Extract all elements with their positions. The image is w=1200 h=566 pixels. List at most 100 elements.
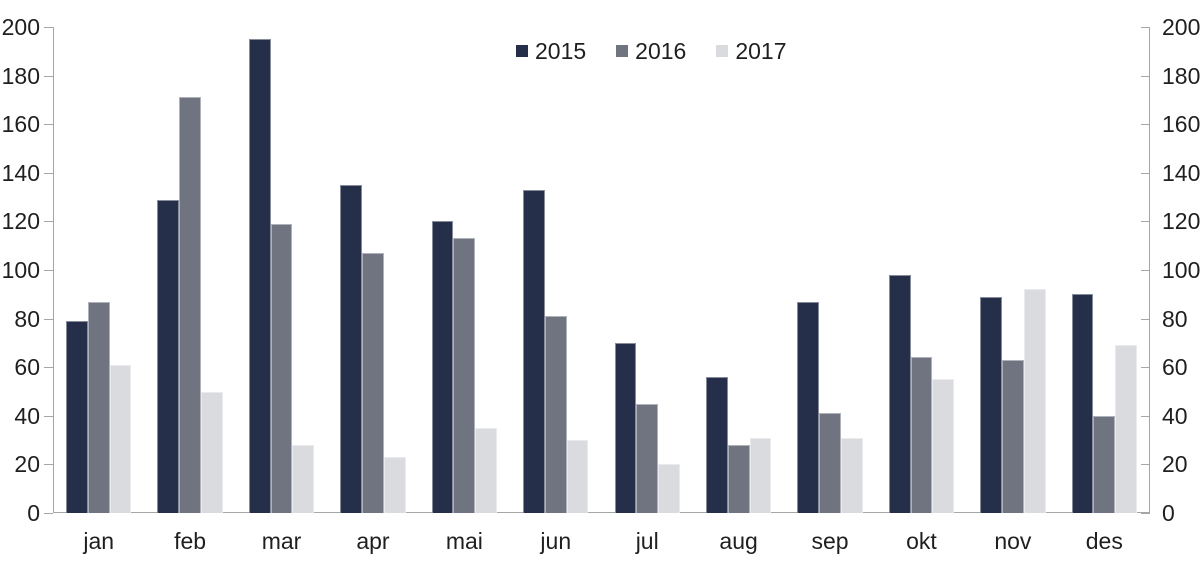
legend-swatch-icon xyxy=(716,45,729,57)
x-axis-label-aug: aug xyxy=(719,528,758,554)
bar-2015-mar xyxy=(248,39,271,513)
y-axis-right-label-160: 160 xyxy=(1162,111,1200,138)
y-axis-left-label-200: 200 xyxy=(1,14,40,40)
bar-2017-jul xyxy=(658,464,680,513)
bar-2015-nov xyxy=(980,296,1002,513)
bar-2017-nov xyxy=(1023,289,1046,513)
bar-2017-feb xyxy=(201,391,223,513)
chart-legend: 2015 2016 2017 xyxy=(516,39,787,63)
bar-2016-aug xyxy=(727,444,750,513)
bar-2015-sep xyxy=(797,301,820,513)
y-axis-right-tick xyxy=(1141,415,1150,417)
legend-swatch-icon xyxy=(616,45,629,57)
bar-2016-des xyxy=(1093,415,1116,513)
bar-2017-jun xyxy=(566,440,589,513)
y-axis-left-tick xyxy=(44,415,53,417)
y-axis-left-tick xyxy=(44,464,53,466)
y-axis-right-label-100: 100 xyxy=(1162,257,1200,283)
y-axis-right-label-80: 80 xyxy=(1162,305,1188,332)
y-axis-left-label-40: 40 xyxy=(14,402,40,429)
bar-2016-apr xyxy=(362,252,384,513)
legend-label: 2017 xyxy=(735,38,787,64)
y-axis-right-label-120: 120 xyxy=(1162,208,1200,235)
bar-2015-feb xyxy=(157,199,180,513)
bar-2016-mai xyxy=(453,238,476,513)
bar-2015-jun xyxy=(523,189,545,513)
y-axis-right-label-20: 20 xyxy=(1162,451,1188,478)
y-axis-left-label-20: 20 xyxy=(14,451,40,478)
x-axis-label-apr: apr xyxy=(356,528,390,554)
bar-2016-feb xyxy=(179,97,202,513)
x-axis-label-jul: jul xyxy=(635,528,659,554)
y-axis-left-tick xyxy=(44,318,53,320)
y-axis-left-label-140: 140 xyxy=(1,159,40,186)
bar-2016-jun xyxy=(544,316,567,513)
y-axis-right-label-0: 0 xyxy=(1162,500,1175,526)
y-axis-right-tick xyxy=(1141,75,1150,77)
x-axis-label-jun: jun xyxy=(540,528,572,554)
bar-2017-apr xyxy=(383,457,406,513)
y-axis-right-tick xyxy=(1141,27,1150,28)
bar-2015-apr xyxy=(340,184,363,513)
y-axis-right-label-40: 40 xyxy=(1162,402,1188,429)
legend-item-2016: 2016 xyxy=(616,39,686,63)
y-axis-left-label-180: 180 xyxy=(1,62,40,89)
y-axis-left-tick xyxy=(44,270,53,271)
bar-2015-des xyxy=(1071,294,1094,513)
y-axis-left-tick xyxy=(44,513,53,514)
y-axis-left-tick xyxy=(44,172,53,174)
bar-2017-des xyxy=(1115,345,1137,513)
bar-2017-sep xyxy=(840,437,863,513)
y-axis-right-label-60: 60 xyxy=(1162,354,1188,381)
bar-2016-jan xyxy=(87,301,110,513)
x-axis-label-jan: jan xyxy=(83,528,115,554)
y-axis-left-tick xyxy=(44,75,53,77)
y-axis-left-label-120: 120 xyxy=(1,208,40,235)
y-axis-left-tick xyxy=(44,367,53,369)
legend-swatch-icon xyxy=(516,45,528,57)
bar-2017-jan xyxy=(109,364,132,513)
y-axis-right-tick xyxy=(1141,270,1150,271)
legend-item-2017: 2017 xyxy=(716,38,787,64)
y-axis-right-tick xyxy=(1141,464,1150,466)
x-axis-label-okt: okt xyxy=(906,528,937,554)
y-axis-left-label-160: 160 xyxy=(1,111,40,138)
y-axis-left-tick xyxy=(44,221,53,223)
bar-2016-okt xyxy=(910,357,933,513)
y-axis-right-label-180: 180 xyxy=(1162,62,1200,89)
bar-2016-mar xyxy=(270,223,293,513)
bar-2016-jul xyxy=(636,403,659,513)
legend-label: 2015 xyxy=(535,38,587,64)
y-axis-left-label-100: 100 xyxy=(1,257,40,283)
y-axis-right-tick xyxy=(1141,124,1150,126)
bar-2016-sep xyxy=(819,413,841,513)
x-axis-label-mar: mar xyxy=(261,528,302,554)
y-axis-left-label-80: 80 xyxy=(14,305,40,332)
bar-2017-mai xyxy=(475,427,498,513)
bar-2015-aug xyxy=(705,376,728,513)
bar-2015-okt xyxy=(888,274,911,513)
y-axis-right-tick xyxy=(1141,367,1150,369)
x-axis-label-nov: nov xyxy=(994,528,1032,554)
x-axis-label-des: des xyxy=(1085,528,1123,554)
y-axis-right-tick xyxy=(1141,318,1150,320)
y-axis-right-tick xyxy=(1141,221,1150,223)
y-axis-left-tick xyxy=(44,124,53,126)
y-axis-right-tick xyxy=(1141,513,1150,514)
y-axis-right-label-200: 200 xyxy=(1162,14,1200,40)
y-axis-right-label-140: 140 xyxy=(1162,159,1200,186)
y-axis-left-label-0: 0 xyxy=(27,500,40,526)
y-axis-left-label-60: 60 xyxy=(14,354,40,381)
bar-2016-nov xyxy=(1001,359,1024,513)
legend-label: 2016 xyxy=(635,38,687,64)
bar-2015-mai xyxy=(431,221,454,513)
x-axis-label-feb: feb xyxy=(174,528,207,554)
legend-item-2015: 2015 xyxy=(516,39,586,63)
bar-2017-aug xyxy=(749,437,772,513)
bar-2015-jan xyxy=(66,321,88,513)
bar-2015-jul xyxy=(614,342,637,513)
x-axis-label-sep: sep xyxy=(811,528,849,554)
y-axis-left-tick xyxy=(44,27,53,28)
bar-2017-okt xyxy=(932,379,955,513)
